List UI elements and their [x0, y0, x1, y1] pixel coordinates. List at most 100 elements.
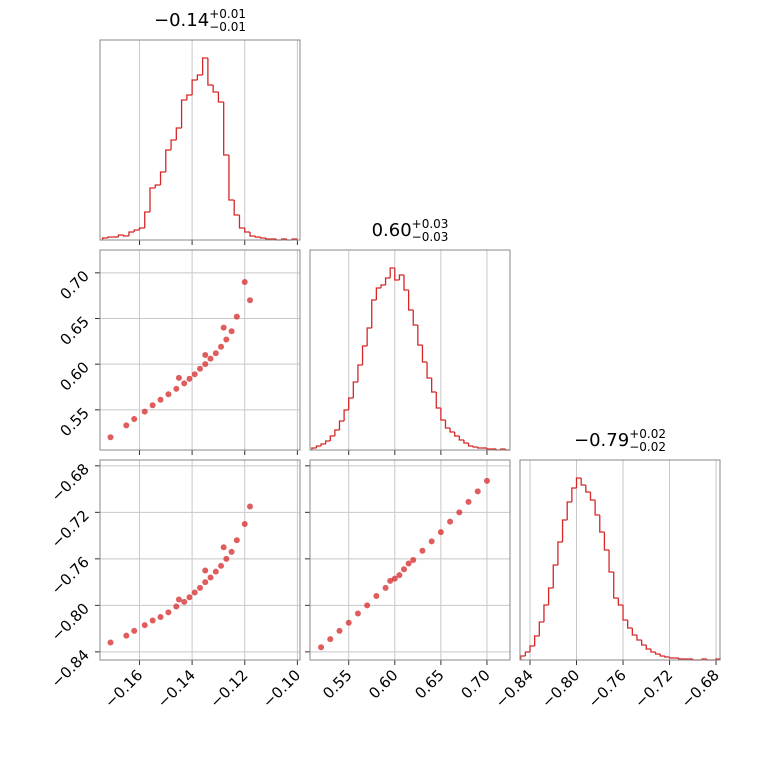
title-value: 0.60: [372, 220, 412, 241]
sample-point: [336, 627, 343, 634]
x-tick-label: −0.72: [631, 666, 676, 711]
sample-point: [191, 589, 198, 596]
histogram-step: [608, 550, 614, 573]
histogram-step: [458, 436, 464, 441]
histogram-step: [394, 268, 400, 281]
histogram-step: [580, 478, 586, 486]
histogram-step: [343, 409, 349, 421]
sample-point: [202, 361, 209, 368]
histogram-step: [101, 237, 108, 240]
histogram-step: [486, 448, 492, 450]
title-value: −0.79: [574, 430, 629, 451]
histogram-step: [191, 79, 198, 95]
histogram-step: [366, 327, 372, 346]
histogram-step: [440, 408, 446, 421]
sample-point: [202, 579, 209, 586]
title-value: −0.14: [154, 10, 209, 31]
histogram-step: [259, 237, 266, 239]
histogram-step: [217, 92, 224, 103]
sample-point: [173, 385, 180, 392]
panel-frame: [309, 249, 511, 451]
y-tick-label: −0.76: [48, 553, 93, 598]
sample-point: [197, 365, 203, 372]
sample-point: [465, 498, 472, 505]
sample-point: [387, 577, 394, 584]
histogram-step: [622, 605, 628, 621]
sample-point: [175, 596, 182, 603]
histogram-step: [196, 74, 203, 80]
sample-point: [456, 509, 463, 516]
histogram-step: [636, 635, 642, 641]
histogram-step: [463, 440, 469, 444]
histogram-step: [320, 443, 326, 446]
sample-point: [197, 584, 203, 591]
x-tick-label: −0.10: [259, 666, 304, 711]
sample-point: [173, 603, 180, 610]
histogram-step: [128, 231, 135, 236]
histogram-step: [311, 447, 317, 450]
histogram-step: [650, 649, 656, 653]
histogram-step: [678, 658, 684, 660]
y-tick-label: 0.55: [56, 404, 92, 440]
panel-frame: [99, 249, 301, 451]
sample-point: [233, 537, 240, 544]
y-tick-label: 0.60: [56, 358, 92, 394]
sample-point: [141, 408, 148, 415]
title-lower: −0.01: [209, 20, 246, 34]
sample-point: [437, 529, 444, 536]
x-tick-label: 0.60: [365, 666, 401, 702]
histogram-step: [123, 235, 129, 237]
histogram-step: [449, 428, 455, 433]
sample-point: [228, 328, 235, 335]
sample-point: [220, 324, 227, 331]
histogram-step: [557, 541, 563, 565]
histogram-step: [561, 519, 568, 542]
sample-point: [345, 619, 352, 626]
sample-point: [327, 636, 334, 643]
histogram-step: [589, 492, 596, 501]
sample-point: [401, 566, 408, 573]
histogram-step: [594, 500, 600, 516]
histogram-step: [165, 149, 172, 172]
histogram-step: [175, 127, 182, 140]
histogram-step: [529, 645, 535, 652]
panel: 0.55 0.60 0.65 0.70: [305, 459, 511, 702]
histogram-step: [254, 236, 261, 238]
histogram-step: [228, 155, 235, 201]
panel-title: −0.79+0.02 −0.02: [574, 427, 666, 454]
histogram-step: [325, 440, 331, 444]
histogram-step: [520, 655, 526, 660]
sample-point: [419, 547, 426, 554]
histogram-step: [186, 94, 193, 100]
histogram-step: [654, 652, 661, 655]
sample-point: [220, 544, 227, 551]
sample-point: [391, 575, 398, 582]
sample-point: [318, 644, 325, 651]
histogram-step: [138, 227, 145, 230]
histogram-step: [384, 277, 391, 285]
histogram-step: [389, 267, 395, 278]
panel: −0.14+0.01 −0.01: [99, 7, 301, 245]
sample-point: [157, 613, 164, 620]
histogram-step: [566, 501, 572, 520]
histogram-step: [668, 657, 675, 659]
histogram-step: [107, 236, 114, 238]
histogram-step: [412, 310, 418, 326]
y-tick-label: 0.65: [56, 313, 92, 349]
sample-point: [474, 488, 481, 495]
title-upper: +0.01: [209, 7, 246, 21]
sample-point: [181, 598, 188, 605]
y-tick-label: 0.70: [56, 267, 92, 303]
histogram-step: [613, 572, 619, 599]
panel-title: −0.14+0.01 −0.01: [154, 7, 246, 34]
sample-point: [241, 278, 248, 285]
sample-point: [149, 617, 156, 624]
histogram-step: [238, 215, 245, 229]
histogram-step: [454, 432, 460, 437]
histogram-step: [117, 234, 124, 237]
sample-point: [428, 538, 435, 545]
sample-point: [141, 622, 148, 629]
sample-point: [364, 602, 371, 609]
histogram-step: [627, 620, 633, 629]
histogram-step: [407, 290, 414, 311]
